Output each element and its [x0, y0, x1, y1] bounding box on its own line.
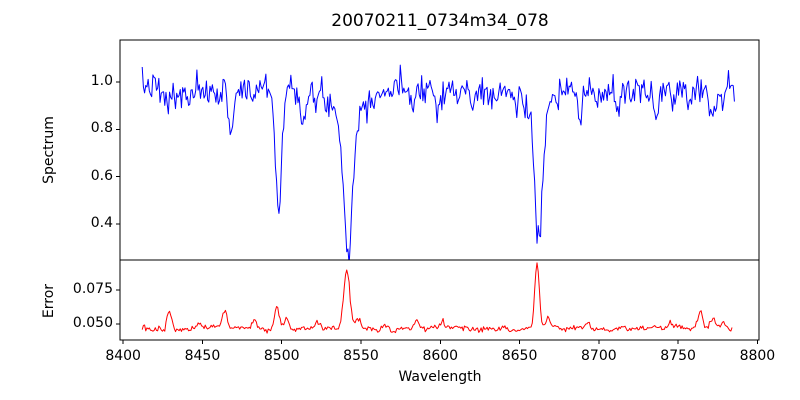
- x-tick-label: 8450: [184, 348, 221, 364]
- x-axis-label: Wavelength: [398, 369, 482, 385]
- error-line: [141, 262, 733, 334]
- chart-title: 20070211_0734m34_078: [331, 11, 549, 31]
- y-tick-label: 0.075: [72, 281, 113, 298]
- x-tick-label: 8800: [739, 348, 776, 364]
- spectrum-line: [141, 64, 735, 260]
- x-tick-label: 8600: [422, 348, 459, 364]
- top-panel-frame: [119, 39, 760, 261]
- y-tick-label: 0.4: [90, 214, 113, 231]
- y-tick-label: 0.8: [90, 120, 113, 137]
- x-tick-label: 8750: [660, 348, 696, 364]
- x-tick-label: 8650: [501, 348, 538, 364]
- bottom-panel-frame: [119, 259, 760, 341]
- x-tick-label: 8700: [581, 348, 617, 364]
- y-tick-label: 0.6: [90, 167, 113, 184]
- y-tick-label: 0.050: [72, 314, 113, 331]
- x-tick-label: 8550: [343, 348, 379, 364]
- y-tick-label: 1.0: [90, 73, 113, 90]
- x-tick-label: 8400: [105, 348, 141, 364]
- x-tick-label: 8500: [263, 348, 300, 364]
